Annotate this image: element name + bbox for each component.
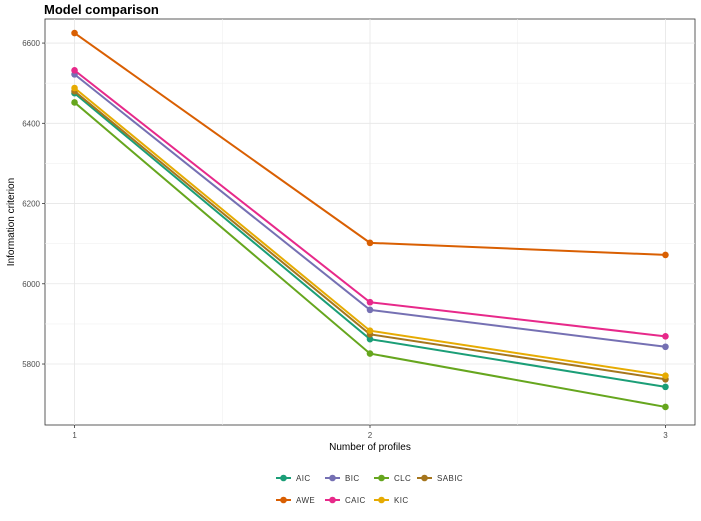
x-tick-label: 2 [368, 431, 373, 440]
legend-item-awe: AWE [276, 496, 315, 505]
series-layer [71, 29, 669, 411]
legend-key-point [421, 474, 428, 482]
y-tick-label: 6000 [22, 280, 40, 289]
x-tick-label: 3 [663, 431, 668, 440]
data-point-awe [71, 29, 78, 37]
data-point-kic [366, 327, 374, 335]
y-tick-label: 6600 [22, 39, 40, 48]
legend-item-kic: KIC [374, 496, 409, 505]
legend-key-point [329, 496, 336, 504]
legend-label-bic: BIC [345, 474, 360, 483]
legend-label-awe: AWE [296, 496, 315, 505]
y-tick-label: 6200 [22, 200, 40, 209]
x-axis-title: Number of profiles [329, 442, 411, 453]
legend: AIC BIC CLC SABIC AWE CAIC KIC [276, 474, 463, 505]
legend-label-aic: AIC [296, 474, 311, 483]
y-tick-label: 5800 [22, 360, 40, 369]
data-point-clc [366, 350, 374, 357]
x-tick-label: 1 [72, 431, 77, 440]
y-tick-label: 6400 [22, 119, 40, 128]
y-axis-title: Information criterion [6, 178, 17, 266]
data-point-awe [366, 239, 374, 247]
legend-item-clc: CLC [374, 474, 411, 483]
data-point-caic [366, 298, 374, 306]
legend-label-caic: CAIC [345, 496, 366, 505]
legend-label-kic: KIC [394, 496, 409, 505]
legend-label-sabic: SABIC [437, 474, 463, 483]
legend-key-point [329, 474, 336, 482]
data-point-aic [366, 335, 374, 343]
data-point-kic [71, 84, 78, 92]
data-point-bic [366, 306, 374, 314]
legend-item-caic: CAIC [325, 496, 366, 505]
data-point-caic [662, 333, 669, 340]
chart-title: Model comparison [44, 2, 159, 17]
data-point-bic [662, 343, 669, 351]
data-point-caic [71, 67, 78, 74]
axis-layer: 1 2 3 5800 6000 6200 6400 6600 [22, 39, 668, 440]
data-point-kic [662, 372, 669, 379]
legend-label-clc: CLC [394, 474, 411, 483]
legend-key-point [378, 496, 385, 504]
legend-key-point [378, 474, 385, 482]
legend-item-sabic: SABIC [417, 474, 463, 483]
legend-key-point [280, 474, 287, 482]
data-point-awe [662, 251, 669, 259]
legend-key-point [280, 496, 287, 504]
legend-item-bic: BIC [325, 474, 360, 483]
data-point-clc [71, 99, 78, 106]
grid-layer [45, 19, 695, 425]
legend-item-aic: AIC [276, 474, 311, 483]
data-point-clc [662, 403, 669, 411]
data-point-aic [662, 383, 669, 391]
